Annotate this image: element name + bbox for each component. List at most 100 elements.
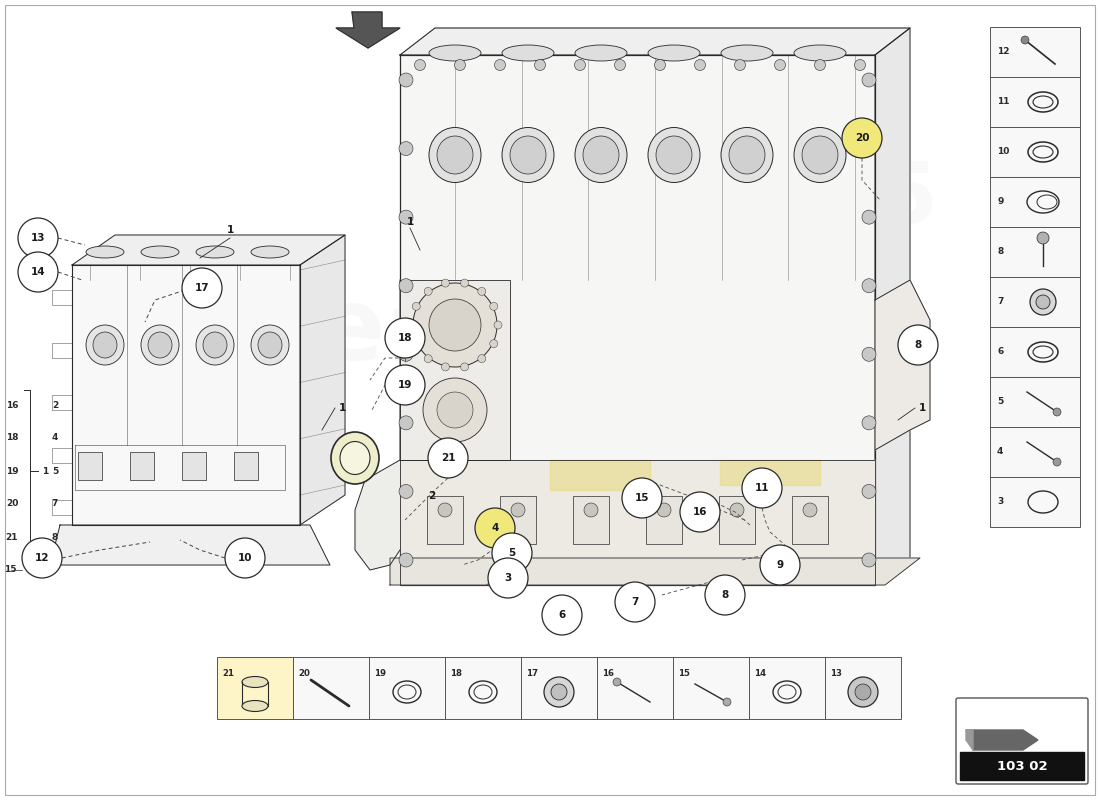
Ellipse shape <box>141 325 179 365</box>
Bar <box>990 327 1080 377</box>
Circle shape <box>862 553 876 567</box>
Ellipse shape <box>251 325 289 365</box>
Circle shape <box>412 283 497 367</box>
Ellipse shape <box>196 246 234 258</box>
Text: a passion for parts: a passion for parts <box>420 436 680 464</box>
FancyBboxPatch shape <box>956 698 1088 784</box>
Polygon shape <box>550 460 650 490</box>
Polygon shape <box>400 55 874 585</box>
Ellipse shape <box>575 45 627 61</box>
Text: 7: 7 <box>52 499 58 509</box>
Text: 21: 21 <box>441 453 455 463</box>
Circle shape <box>461 279 469 287</box>
Circle shape <box>441 363 450 371</box>
Circle shape <box>226 538 265 578</box>
Polygon shape <box>720 460 820 485</box>
Ellipse shape <box>720 127 773 182</box>
Ellipse shape <box>502 127 554 182</box>
Circle shape <box>399 142 412 155</box>
Bar <box>960 752 1084 780</box>
Ellipse shape <box>86 246 124 258</box>
Circle shape <box>18 252 58 292</box>
Circle shape <box>551 684 566 700</box>
Circle shape <box>477 354 486 362</box>
Bar <box>368 657 446 719</box>
Circle shape <box>490 340 497 348</box>
Circle shape <box>399 73 412 87</box>
Circle shape <box>492 533 532 573</box>
Circle shape <box>742 468 782 508</box>
Circle shape <box>399 485 412 498</box>
Circle shape <box>425 287 432 295</box>
Circle shape <box>1037 232 1049 244</box>
Bar <box>990 177 1080 227</box>
Text: 6: 6 <box>559 610 565 620</box>
Circle shape <box>454 59 465 70</box>
Circle shape <box>774 59 785 70</box>
Text: 4: 4 <box>997 446 1003 455</box>
Text: 5: 5 <box>997 397 1003 406</box>
Ellipse shape <box>648 45 700 61</box>
Circle shape <box>461 363 469 371</box>
Bar <box>293 657 368 719</box>
Bar <box>990 227 1080 277</box>
Polygon shape <box>355 280 400 570</box>
Text: 5: 5 <box>508 548 516 558</box>
Circle shape <box>862 73 876 87</box>
Ellipse shape <box>196 325 234 365</box>
Bar <box>990 377 1080 427</box>
Bar <box>427 496 463 544</box>
Text: 20: 20 <box>855 133 869 143</box>
Circle shape <box>385 365 425 405</box>
Text: 16: 16 <box>693 507 707 517</box>
Bar <box>446 657 521 719</box>
Circle shape <box>584 503 598 517</box>
Circle shape <box>399 347 412 362</box>
Ellipse shape <box>429 45 481 61</box>
Text: 1: 1 <box>918 403 925 413</box>
Circle shape <box>898 325 938 365</box>
Text: 12: 12 <box>35 553 50 563</box>
Ellipse shape <box>648 127 700 182</box>
Polygon shape <box>874 280 929 450</box>
Bar <box>990 77 1080 127</box>
Circle shape <box>730 503 744 517</box>
Circle shape <box>512 503 525 517</box>
Circle shape <box>862 347 876 362</box>
Polygon shape <box>874 28 910 585</box>
Text: 20: 20 <box>298 669 310 678</box>
Bar <box>719 496 755 544</box>
Ellipse shape <box>204 332 227 358</box>
Circle shape <box>574 59 585 70</box>
Text: 17: 17 <box>526 669 538 678</box>
Circle shape <box>862 210 876 224</box>
Text: 19: 19 <box>6 466 19 475</box>
Circle shape <box>488 558 528 598</box>
Polygon shape <box>400 280 510 460</box>
Polygon shape <box>966 730 974 750</box>
Ellipse shape <box>429 127 481 182</box>
Circle shape <box>654 59 666 70</box>
Circle shape <box>723 698 732 706</box>
Bar <box>182 452 206 480</box>
Text: 20: 20 <box>6 499 19 509</box>
Circle shape <box>399 278 412 293</box>
Bar <box>646 496 682 544</box>
Text: 11: 11 <box>755 483 769 493</box>
Ellipse shape <box>510 136 546 174</box>
Text: 9: 9 <box>777 560 783 570</box>
Circle shape <box>385 318 425 358</box>
Circle shape <box>542 595 582 635</box>
Bar <box>749 657 825 719</box>
Ellipse shape <box>148 332 172 358</box>
Text: 103 02: 103 02 <box>997 759 1047 773</box>
Ellipse shape <box>720 45 773 61</box>
Circle shape <box>1053 408 1062 416</box>
Circle shape <box>613 678 621 686</box>
Ellipse shape <box>94 332 117 358</box>
Circle shape <box>412 302 420 310</box>
Circle shape <box>475 508 515 548</box>
Text: 19: 19 <box>398 380 412 390</box>
Circle shape <box>760 545 800 585</box>
Text: 8: 8 <box>914 340 922 350</box>
